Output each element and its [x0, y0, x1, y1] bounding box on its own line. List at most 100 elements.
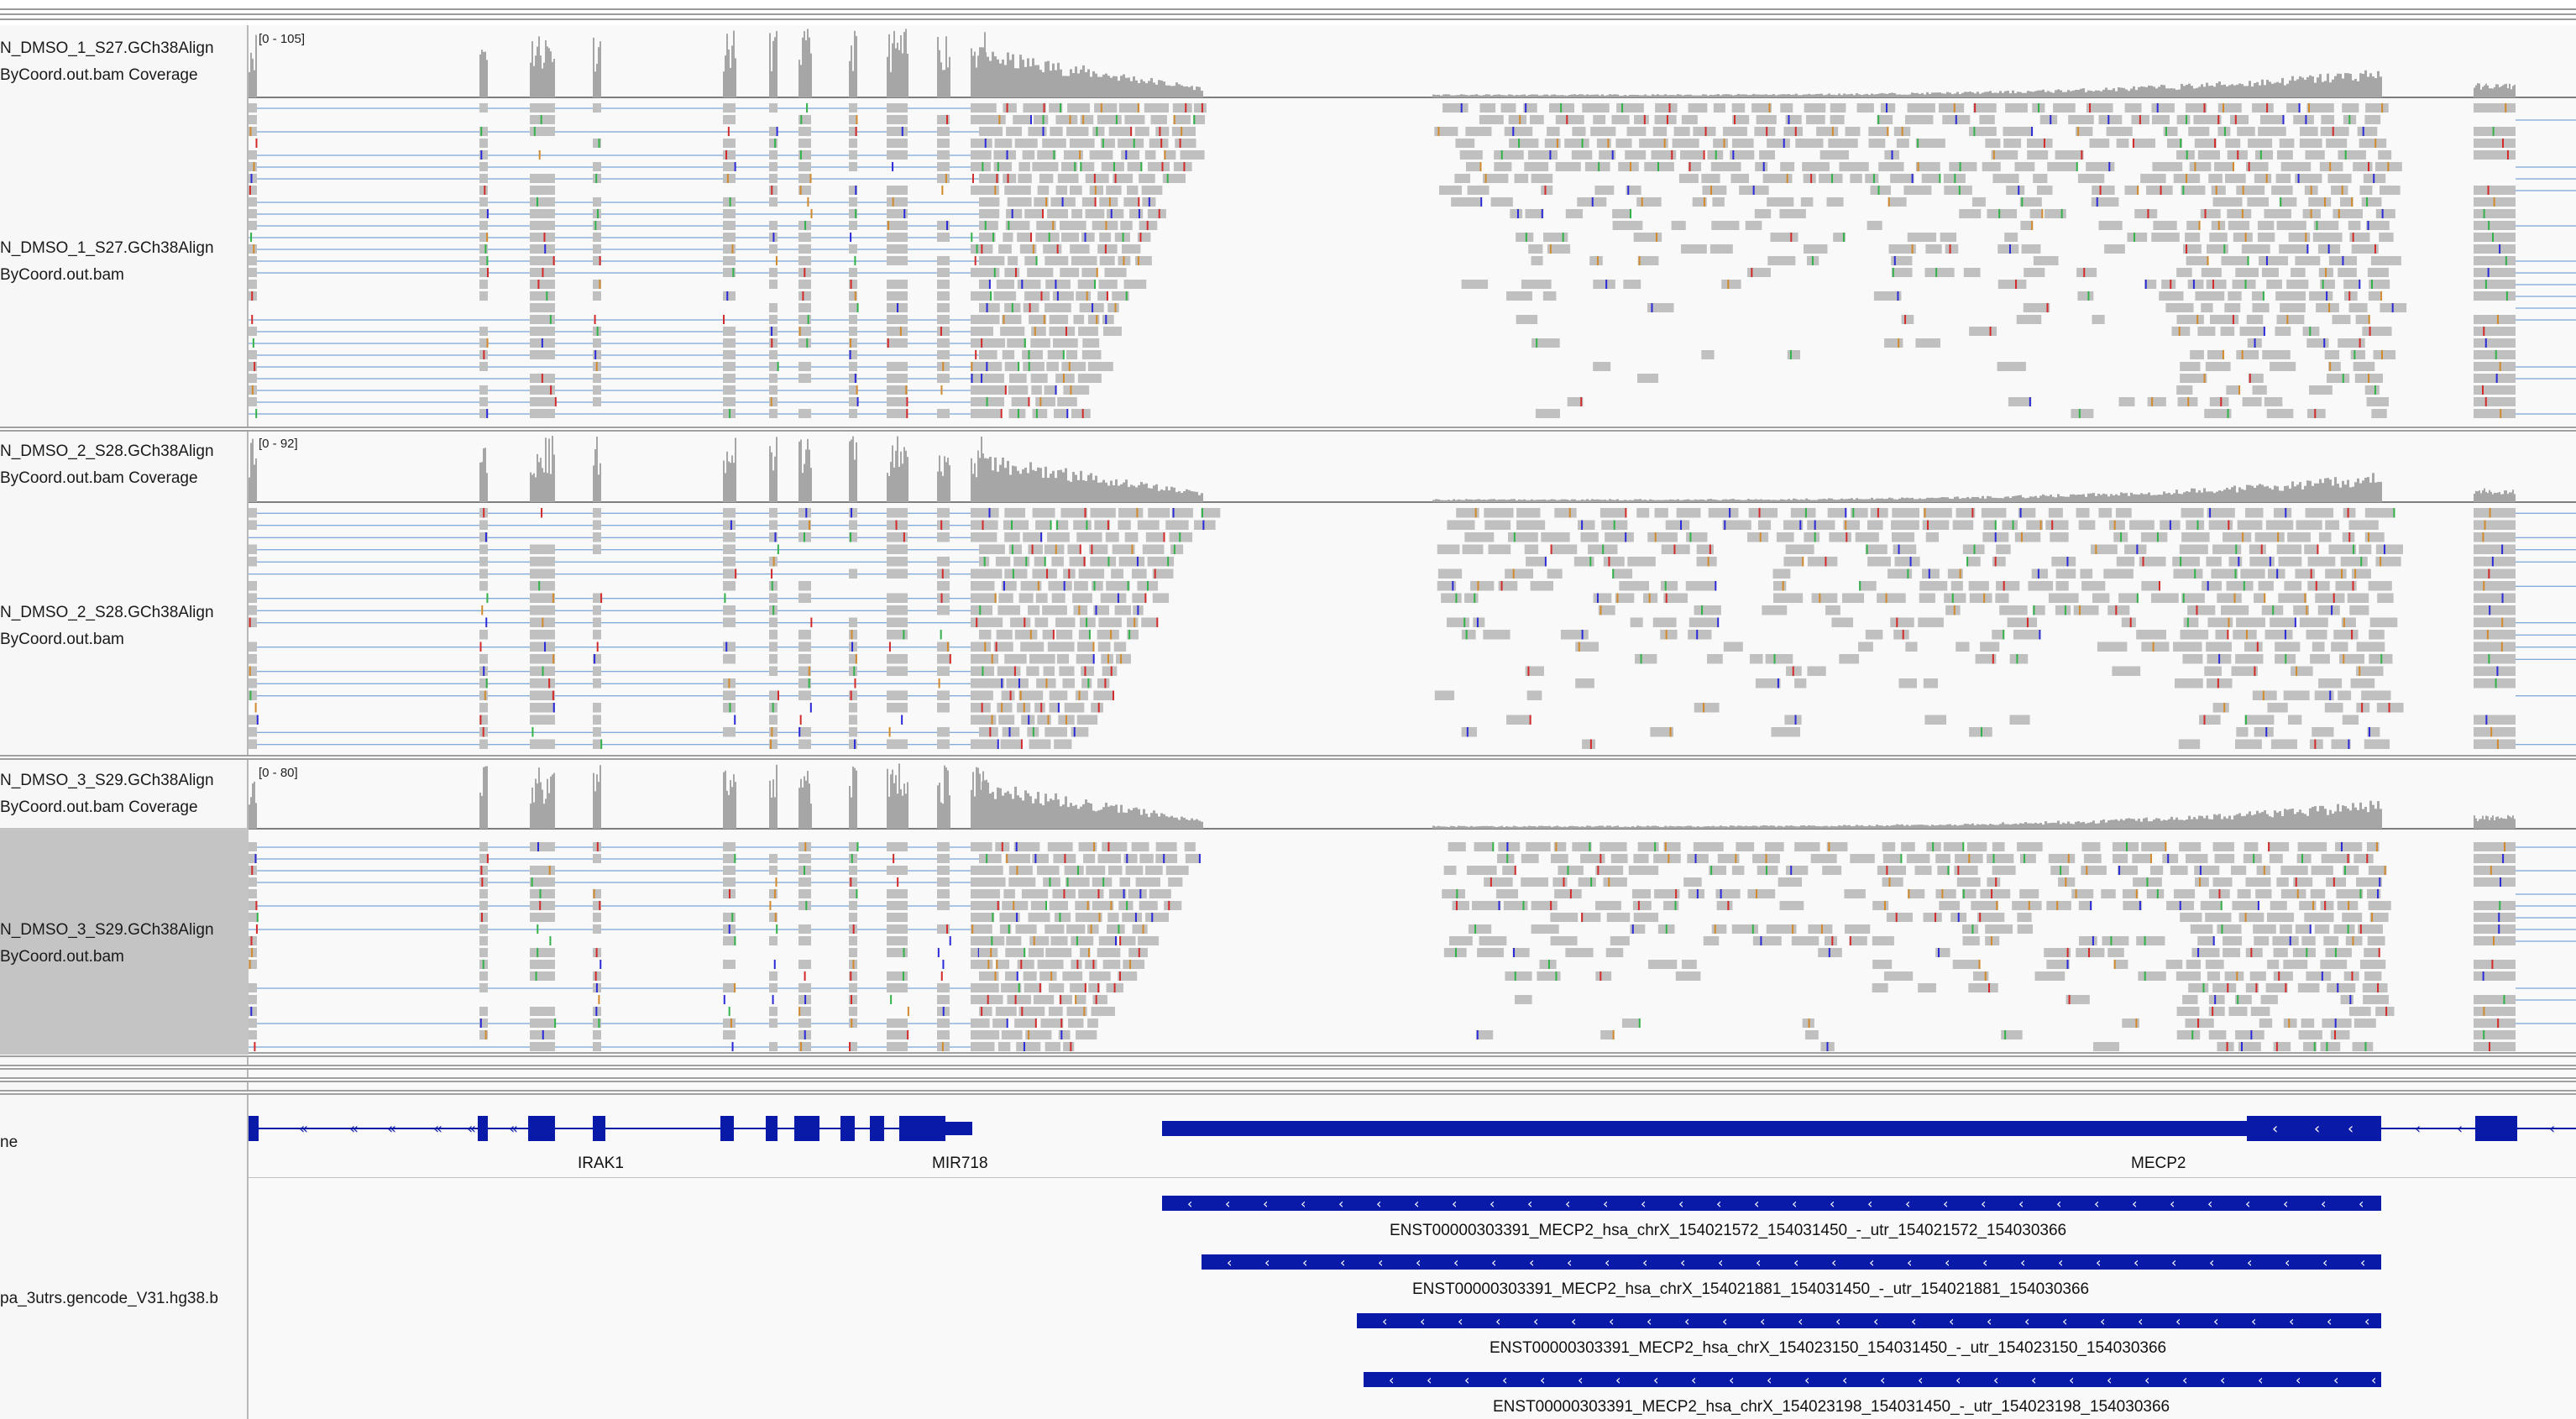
read [2221, 256, 2249, 265]
coverage-bar [2097, 823, 2100, 829]
read [1959, 209, 1982, 218]
coverage-bar [1941, 825, 1944, 829]
read [1437, 581, 1457, 591]
coverage-bar [771, 452, 772, 502]
coverage-bar [798, 788, 800, 829]
mismatch [1006, 150, 1008, 160]
coverage-track-label[interactable]: N_DMSO_2_S28.GCh38Align ByCoord.out.bam … [0, 438, 249, 492]
read [849, 739, 857, 749]
read [2474, 221, 2516, 230]
read [530, 877, 555, 887]
read [849, 842, 857, 851]
read [1137, 520, 1160, 530]
coverage-bar [1558, 500, 1561, 502]
read [979, 115, 1006, 124]
coverage-bar [1488, 499, 1490, 502]
alignment-track-label[interactable]: N_DMSO_2_S28.GCh38Align ByCoord.out.bam [0, 600, 249, 653]
mismatch [531, 727, 534, 737]
coverage-bar [2128, 818, 2130, 829]
read [593, 913, 601, 922]
coverage-bar [1636, 499, 1639, 502]
read [479, 409, 488, 418]
coverage-bar [2077, 495, 2080, 502]
coverage-bar [2344, 73, 2347, 97]
read [1694, 605, 1721, 615]
read [1092, 877, 1113, 887]
mismatch [1008, 221, 1010, 230]
sample1-tracks[interactable] [249, 25, 2576, 427]
read [769, 889, 778, 898]
read [1097, 630, 1119, 640]
read [1031, 385, 1042, 395]
alignment-track-label-selected[interactable]: N_DMSO_3_S29.GCh38Align ByCoord.out.bam [0, 828, 249, 1055]
mismatch [2488, 568, 2490, 579]
read [2259, 256, 2289, 265]
mismatch [1673, 544, 1676, 554]
alignment-track-label[interactable]: N_DMSO_1_S27.GCh38Align ByCoord.out.bam [0, 235, 249, 289]
mismatch [541, 374, 543, 383]
coverage-bar [1619, 826, 1621, 829]
coverage-bar [1480, 95, 1483, 97]
mismatch [2492, 936, 2495, 945]
utr-track-label[interactable]: pa_3utrs.gencode_V31.hg38.b [0, 1290, 218, 1307]
coverage-bar [1863, 499, 1866, 502]
coverage-bar [1453, 499, 1455, 502]
read [1108, 889, 1127, 898]
coverage-bar [1090, 76, 1092, 97]
read [887, 139, 908, 148]
coverage-bar [2274, 485, 2276, 502]
read [2314, 924, 2330, 934]
read [1877, 866, 1907, 875]
coverage-bar [2332, 485, 2334, 502]
coverage-bar [1475, 826, 1478, 829]
panel-divider[interactable] [0, 1052, 2576, 1057]
read [849, 327, 857, 336]
read [2020, 221, 2034, 230]
sample2-tracks[interactable] [249, 432, 2576, 755]
mismatch [1037, 581, 1039, 591]
read [2379, 186, 2401, 195]
read [1505, 568, 1534, 579]
coverage-bar [1516, 500, 1518, 502]
read [769, 715, 778, 725]
coverage-track-label[interactable]: N_DMSO_1_S27.GCh38Align ByCoord.out.bam … [0, 35, 249, 89]
mismatch [541, 508, 543, 518]
read [887, 127, 908, 136]
panel-divider[interactable] [0, 1065, 2576, 1070]
panel-divider[interactable] [0, 1090, 2576, 1095]
coverage-bar [1133, 76, 1135, 97]
read [1165, 520, 1189, 530]
coverage-bar [2238, 813, 2241, 829]
read [769, 532, 778, 542]
coverage-bar [543, 62, 545, 97]
panel-divider[interactable] [0, 1077, 2576, 1082]
panel-divider[interactable] [0, 427, 2576, 432]
read [1686, 532, 1708, 542]
mismatch [2369, 327, 2371, 336]
read [1560, 630, 1589, 640]
coverage-bar [255, 458, 257, 502]
mismatch [1095, 605, 1097, 615]
coverage-bar [997, 787, 999, 829]
coverage-bar [1798, 826, 1800, 829]
mismatch [1563, 877, 1565, 887]
read [1097, 115, 1122, 124]
coverage-bar [1508, 94, 1511, 97]
panel-divider[interactable] [0, 755, 2576, 760]
gene-track-label[interactable]: ne [0, 1134, 18, 1151]
read [887, 362, 908, 371]
read [249, 150, 257, 160]
mismatch [1959, 162, 1961, 171]
read [1500, 103, 1516, 113]
sample3-tracks[interactable] [249, 760, 2576, 1052]
read [2474, 727, 2516, 737]
coverage-track-label[interactable]: N_DMSO_3_S29.GCh38Align ByCoord.out.bam … [0, 767, 249, 821]
mismatch [2144, 280, 2147, 289]
coverage-bar [1050, 799, 1052, 829]
read [1794, 842, 1820, 851]
read [1497, 854, 1515, 863]
read [2338, 268, 2357, 277]
read [1452, 901, 1469, 910]
mismatch [2209, 508, 2212, 518]
read [1935, 854, 1950, 863]
